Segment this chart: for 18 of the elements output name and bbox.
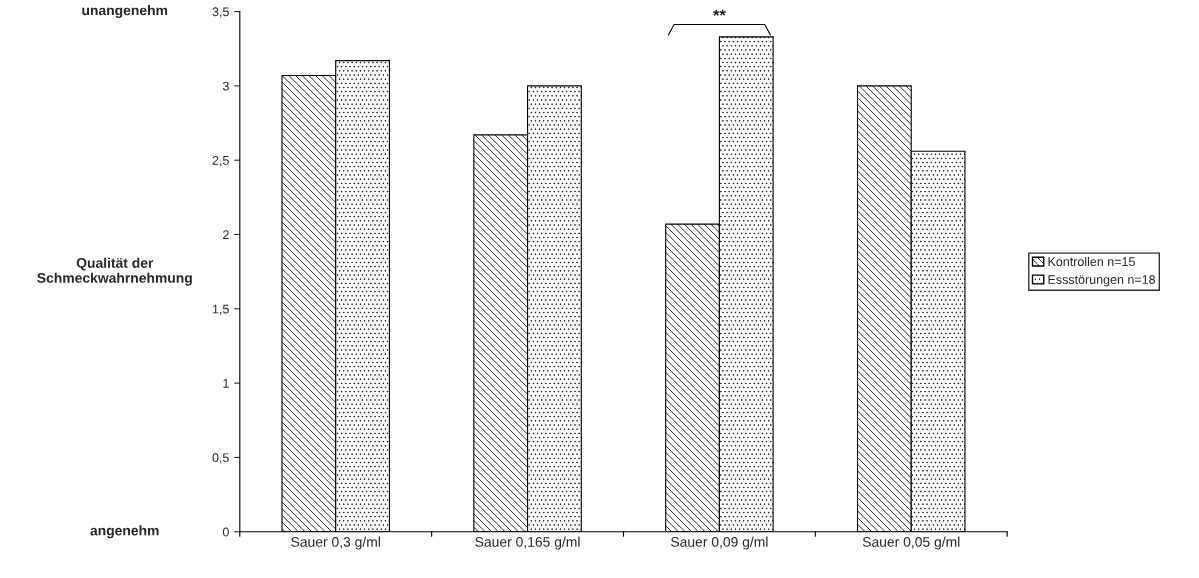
text: unangenehm	[82, 5, 168, 19]
legend-label: Essstörungen n=18	[1048, 275, 1156, 287]
y-tick-label: 1	[223, 379, 229, 388]
y-axis-title: Qualität der Schmeckwahrnehmung	[37, 257, 192, 286]
legend-label: Kontrollen n=15	[1048, 256, 1135, 267]
annotation: **	[712, 9, 726, 16]
y-tick-label: 1,5	[212, 304, 229, 315]
y-tick-label: 3	[222, 81, 229, 91]
y-tick-label: 0,5	[212, 453, 229, 464]
text: angenehm	[90, 525, 159, 539]
y-tick-label: 2,5	[212, 155, 229, 167]
y-tick-label: 3,5	[212, 7, 229, 18]
x-tick-label: Sauer 0,3 g/ml	[291, 536, 380, 550]
y-tick-label: 2	[223, 230, 229, 240]
x-tick-label: Sauer 0,05 g/ml	[862, 536, 960, 550]
x-tick-label: Sauer 0,165 g/ml	[475, 536, 580, 550]
x-tick-label: Sauer 0,09 g/ml	[671, 536, 768, 550]
y-tick-label: 0	[222, 527, 229, 537]
